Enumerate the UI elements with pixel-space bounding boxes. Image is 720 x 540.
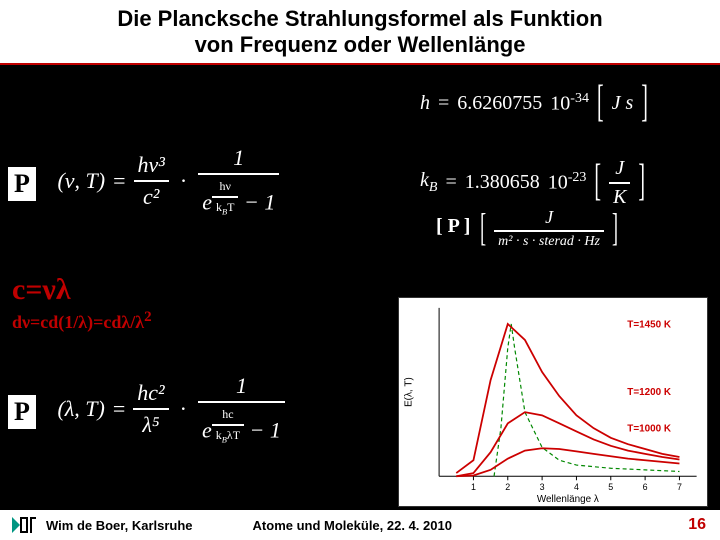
- svg-text:Wellenlänge λ: Wellenlänge λ: [537, 494, 599, 505]
- cdot: ·: [177, 168, 190, 194]
- footer-author: Wim de Boer, Karlsruhe: [46, 518, 193, 533]
- main-den: ehνkBT − 1: [198, 175, 279, 220]
- svg-text:3: 3: [540, 482, 545, 492]
- slide-content: P (ν, T) = hν³ c² · 1 ehνkBT − 1 h = 6.6…: [0, 65, 720, 509]
- footer-center: Atome und Moleküle, 22. 4. 2010: [193, 518, 689, 533]
- arg-nu-T: (ν, T): [57, 168, 105, 194]
- planck-constant: h = 6.6260755 10-34 [ J s ]: [420, 91, 648, 116]
- planck-spectrum-chart: 1 2 3 4 5 6 7 Wellenlänge λ E(λ, T) T=1450 K T=120…: [398, 297, 708, 507]
- P-dimension-label: [ P ]: [432, 213, 474, 240]
- slide-title: Die Plancksche Strahlungsformel als Funk…: [20, 6, 700, 59]
- arg-lambda-T: (λ, T): [57, 396, 104, 422]
- prefactor-den: c²: [139, 182, 163, 212]
- planck-formula-frequency: P (ν, T) = hν³ c² · 1 ehνkBT − 1: [36, 143, 279, 220]
- title-bar: Die Plancksche Strahlungsformel als Funk…: [0, 0, 720, 65]
- P-label-wavelength: P: [8, 395, 36, 429]
- prefactor-num: hν³: [134, 150, 169, 180]
- svg-text:2: 2: [505, 482, 510, 492]
- svg-text:5: 5: [608, 482, 613, 492]
- svg-text:T=1200 K: T=1200 K: [627, 387, 672, 398]
- svg-text:T=1000 K: T=1000 K: [627, 423, 672, 434]
- P-label-frequency: P: [8, 167, 36, 201]
- slide-footer: Wim de Boer, Karlsruhe Atome und Molekül…: [0, 510, 720, 540]
- main-fraction2: 1 ehckBλT − 1: [198, 371, 285, 448]
- planck-formula-wavelength: P (λ, T) = hc² λ⁵ · 1 ehckBλT − 1: [36, 371, 285, 448]
- main-fraction: 1 ehνkBT − 1: [198, 143, 279, 220]
- main-num: 1: [229, 143, 248, 173]
- prefactor-fraction2: hc² λ⁵: [133, 378, 168, 440]
- kit-logo: [10, 515, 38, 535]
- prefactor-fraction: hν³ c²: [134, 150, 169, 212]
- svg-text:7: 7: [677, 482, 682, 492]
- c-nu-lambda-relation: c=νλ: [12, 273, 71, 307]
- svg-text:4: 4: [574, 482, 579, 492]
- svg-text:1: 1: [471, 482, 476, 492]
- boltzmann-constant: kB = 1.380658 10-23 [ J K ]: [420, 155, 645, 211]
- title-line2: von Frequenz oder Wellenlänge: [195, 32, 526, 57]
- dnu-relation: dν=cd(1/λ)=cdλ/λ2: [12, 309, 152, 333]
- title-line1: Die Plancksche Strahlungsformel als Funk…: [117, 6, 602, 31]
- page-number: 16: [688, 516, 706, 534]
- equals: =: [113, 168, 125, 194]
- svg-text:6: 6: [643, 482, 648, 492]
- svg-text:E(λ, T): E(λ, T): [403, 377, 414, 407]
- svg-text:T=1450 K: T=1450 K: [627, 319, 672, 330]
